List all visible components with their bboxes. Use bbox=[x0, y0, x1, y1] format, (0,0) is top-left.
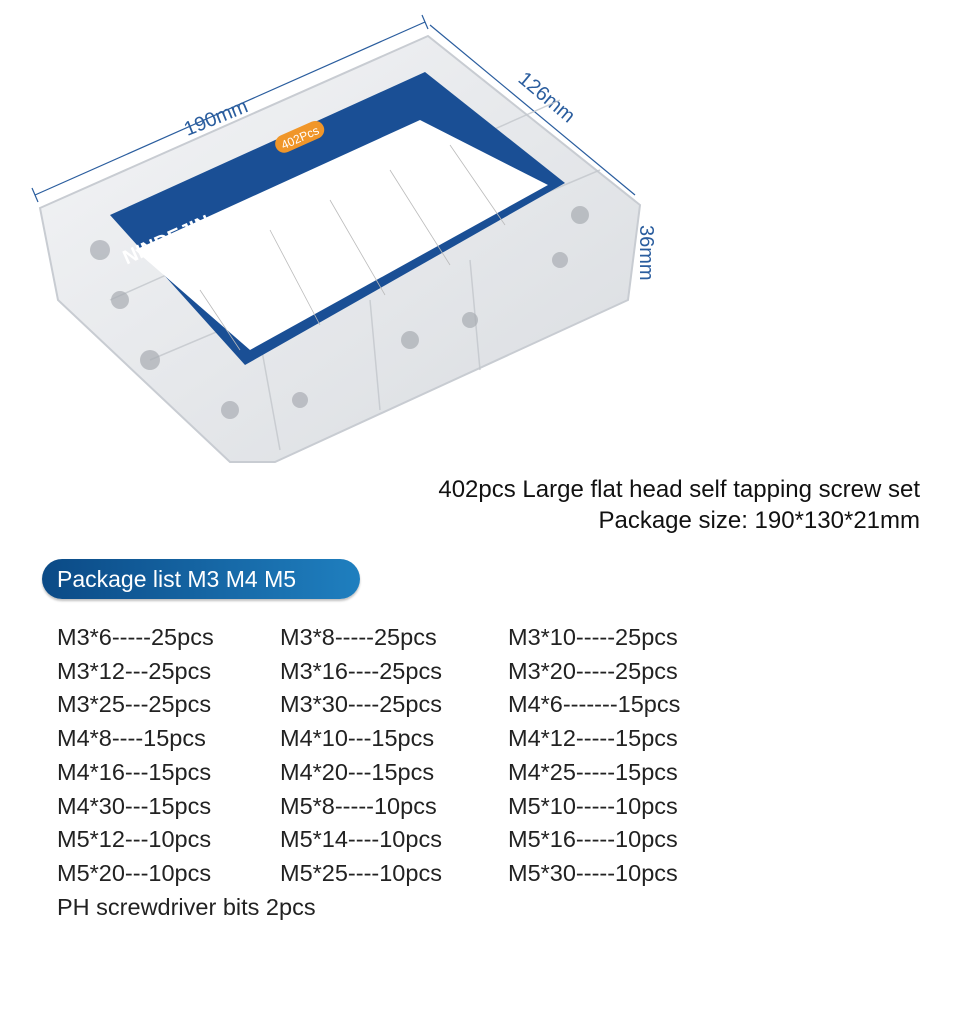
dimension-height: 36mm bbox=[635, 225, 657, 281]
package-item: M4*16---15pcs bbox=[57, 758, 212, 785]
package-item: M3*6-----25pcs bbox=[57, 624, 214, 650]
package-item: M4*12-----15pcs bbox=[508, 725, 678, 752]
package-item: M4*6-------15pcs bbox=[508, 691, 681, 718]
package-item: M5*12---10pcs bbox=[57, 826, 212, 853]
package-item: M4*25-----15pcs bbox=[508, 758, 678, 785]
package-item: M3*20-----25pcs bbox=[508, 657, 678, 684]
package-item: M3*30----25pcs bbox=[280, 691, 442, 718]
package-list-row: M4*16---15pcs M4*20---15pcs M4*25-----15pc… bbox=[0, 759, 960, 793]
package-item: M3*25---25pcs bbox=[57, 691, 212, 718]
package-list-row: M3*12---25pcs M3*16----25pcs M3*20-----25p… bbox=[0, 658, 960, 692]
package-list-row: M4*30---15pcs M5*8-----10pcs M5*10-----10p… bbox=[0, 793, 960, 827]
package-item: M5*20---10pcs bbox=[57, 859, 212, 886]
product-title: 402pcs Large flat head self tapping scre… bbox=[438, 476, 920, 503]
package-list-row: M3*6-----25pcs M3*8-----25pcs M3*10-----25… bbox=[0, 624, 960, 658]
package-list-heading: Package list M3 M4 M5 bbox=[42, 559, 360, 599]
package-item: M5*30-----10pcs bbox=[508, 859, 678, 886]
product-image: 190mm 126mm 36mm NINDEJIN 402Pcs bbox=[31, 14, 657, 463]
package-item: M5*16-----10pcs bbox=[508, 826, 678, 853]
package-item: M5*25----10pcs bbox=[280, 859, 442, 886]
package-item: M5*8-----10pcs bbox=[280, 792, 437, 819]
package-item: M5*10-----10pcs bbox=[508, 792, 678, 819]
package-list-row: M4*8----15pcs M4*10---15pcs M4*12-----15pc… bbox=[0, 725, 960, 759]
package-item: M4*20---15pcs bbox=[280, 758, 435, 785]
package-list-row: M3*25---25pcs M3*30----25pcs M4*6-------15… bbox=[0, 691, 960, 725]
package-item: M4*8----15pcs bbox=[57, 725, 206, 752]
package-size: Package size: 190*130*21mm bbox=[598, 507, 920, 534]
package-item: M3*16----25pcs bbox=[280, 657, 442, 684]
package-item: M3*12---25pcs bbox=[57, 657, 212, 684]
package-list-row: M5*20---10pcs M5*25----10pcs M5*30-----10p… bbox=[0, 860, 960, 894]
package-list-row: M5*12---10pcs M5*14----10pcs M5*16-----10p… bbox=[0, 826, 960, 860]
screws bbox=[90, 206, 589, 419]
package-item: M4*10---15pcs bbox=[280, 725, 435, 752]
package-item: M3*10-----25pcs bbox=[508, 624, 678, 650]
package-item: M4*30---15pcs bbox=[57, 792, 212, 819]
package-item: M3*8-----25pcs bbox=[280, 624, 437, 650]
package-item: PH screwdriver bits 2pcs bbox=[57, 893, 316, 920]
package-item: M5*14----10pcs bbox=[280, 826, 442, 853]
package-item-extra: PH screwdriver bits 2pcs bbox=[0, 894, 960, 928]
